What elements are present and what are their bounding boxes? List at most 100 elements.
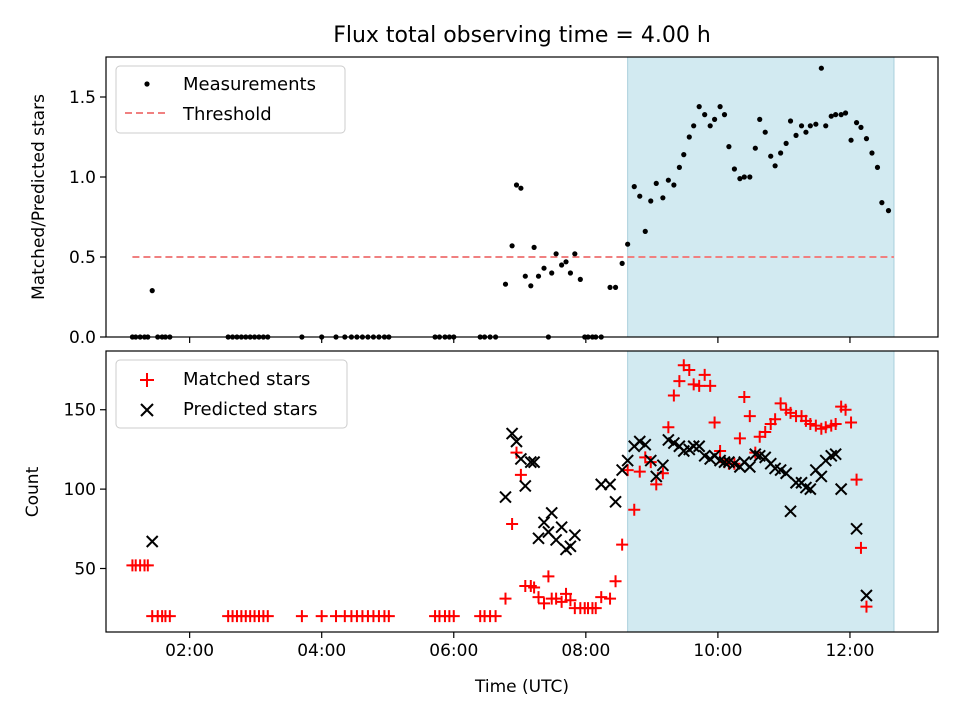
predicted-stars-point bbox=[784, 505, 797, 518]
measurement-point bbox=[549, 270, 555, 276]
measurement-point bbox=[813, 121, 819, 127]
measurement-point bbox=[838, 112, 844, 118]
predicted-stars-point bbox=[644, 454, 657, 467]
matched-stars-point bbox=[650, 478, 663, 491]
matched-stars-point bbox=[774, 397, 787, 410]
predicted-stars-point bbox=[815, 470, 828, 483]
top-legend: Measurements Threshold bbox=[115, 65, 346, 134]
matched-stars-point bbox=[819, 421, 832, 434]
measurement-point bbox=[528, 283, 534, 289]
measurement-point bbox=[631, 184, 637, 190]
measurement-point bbox=[625, 241, 631, 247]
measurement-point bbox=[531, 244, 537, 250]
predicted-stars-point bbox=[532, 532, 545, 545]
predicted-stars-point bbox=[860, 589, 873, 602]
measurement-point bbox=[691, 123, 697, 129]
measurement-point bbox=[762, 129, 768, 135]
measurement-point bbox=[567, 270, 574, 276]
measurement-point bbox=[696, 104, 702, 110]
top-panel: 0.0 0.5 1.0 1.5 Matched/Predicted stars Mea… bbox=[29, 56, 939, 348]
predicted-stars-point bbox=[510, 435, 523, 448]
measurement-point bbox=[541, 265, 547, 271]
measurement-point bbox=[660, 195, 666, 201]
predicted-stars-point bbox=[850, 522, 863, 536]
matched-stars-point bbox=[662, 421, 675, 434]
matched-stars-point bbox=[589, 602, 602, 615]
matched-stars-point bbox=[621, 464, 634, 477]
predicted-stars-point bbox=[615, 463, 629, 477]
matched-stars-point bbox=[560, 587, 573, 600]
measurement-point bbox=[721, 112, 728, 118]
predicted-stars-point bbox=[609, 495, 622, 509]
legend-measurements-label: Measurements bbox=[183, 74, 316, 95]
predicted-stars-point bbox=[650, 470, 663, 483]
legend-measurements-marker bbox=[144, 81, 150, 87]
predicted-stars-point bbox=[789, 476, 803, 489]
predicted-stars-point bbox=[829, 447, 842, 461]
legend-predicted-label: Predicted stars bbox=[183, 399, 317, 420]
matched-stars-point bbox=[382, 610, 395, 623]
matched-stars-point bbox=[295, 610, 308, 623]
predicted-stars-point bbox=[687, 440, 700, 453]
measurement-point bbox=[778, 150, 784, 156]
legend-matched-marker bbox=[140, 373, 154, 387]
predicted-stars-point bbox=[692, 440, 706, 453]
matched-stars-point bbox=[633, 465, 646, 478]
measurement-point bbox=[833, 112, 839, 118]
measurement-point bbox=[648, 198, 654, 204]
y-tick-label: 1.5 bbox=[69, 88, 96, 108]
measurement-point bbox=[863, 136, 870, 142]
predicted-stars-point bbox=[834, 482, 848, 496]
matched-stars-point bbox=[564, 594, 577, 607]
predicted-stars-point bbox=[656, 459, 670, 472]
predicted-stars-point bbox=[505, 427, 519, 440]
x-tick-label: 10:00 bbox=[693, 641, 742, 661]
x-tick-label: 12:00 bbox=[825, 641, 874, 661]
matched-stars-point bbox=[261, 610, 274, 623]
matched-stars-point bbox=[542, 570, 555, 583]
measurement-point bbox=[783, 140, 789, 146]
measurement-point bbox=[842, 110, 849, 116]
measurement-point bbox=[793, 132, 799, 138]
measurement-point bbox=[671, 182, 677, 188]
chart-title: Flux total observing time = 4.00 h bbox=[333, 23, 711, 48]
measurement-point bbox=[572, 251, 578, 257]
measurement-point bbox=[711, 116, 718, 122]
matched-stars-point bbox=[845, 416, 858, 429]
predicted-stars-point bbox=[527, 455, 541, 469]
measurement-point bbox=[741, 174, 747, 180]
matched-stars-point bbox=[644, 456, 657, 469]
measurement-point bbox=[747, 174, 753, 180]
measurement-point bbox=[885, 208, 892, 214]
measurement-point bbox=[803, 129, 809, 135]
matched-stars-point bbox=[850, 473, 863, 486]
bottom-legend-box bbox=[115, 359, 348, 429]
matched-stars-point bbox=[315, 610, 328, 623]
top-y-axis-label: Matched/Predicted stars bbox=[29, 94, 49, 300]
measurement-point bbox=[823, 123, 829, 129]
measurement-point bbox=[726, 144, 732, 150]
measurement-point bbox=[607, 284, 613, 290]
predicted-stars-point bbox=[499, 490, 512, 504]
matched-stars-point bbox=[743, 410, 756, 423]
measurement-point bbox=[513, 182, 520, 188]
measurement-point bbox=[731, 166, 738, 172]
matched-stars-point bbox=[447, 610, 460, 623]
predicted-stars-point bbox=[524, 455, 538, 469]
matched-stars-point bbox=[595, 591, 608, 604]
matched-stars-point bbox=[499, 592, 512, 605]
matched-stars-point bbox=[704, 379, 717, 392]
measurement-point bbox=[787, 118, 794, 124]
bottom-panel-frame bbox=[105, 350, 939, 633]
top-legend-box bbox=[115, 65, 346, 134]
measurement-point bbox=[612, 284, 619, 290]
predicted-stars-point bbox=[639, 438, 652, 451]
matched-stars-point bbox=[141, 559, 154, 572]
bottom-legend: Matched stars Predicted stars bbox=[115, 359, 348, 429]
measurement-point bbox=[807, 123, 813, 129]
predicted-stars-point bbox=[568, 528, 582, 542]
predicted-stars-point bbox=[537, 516, 551, 529]
measurement-point bbox=[853, 120, 860, 126]
measurement-point bbox=[553, 251, 559, 257]
